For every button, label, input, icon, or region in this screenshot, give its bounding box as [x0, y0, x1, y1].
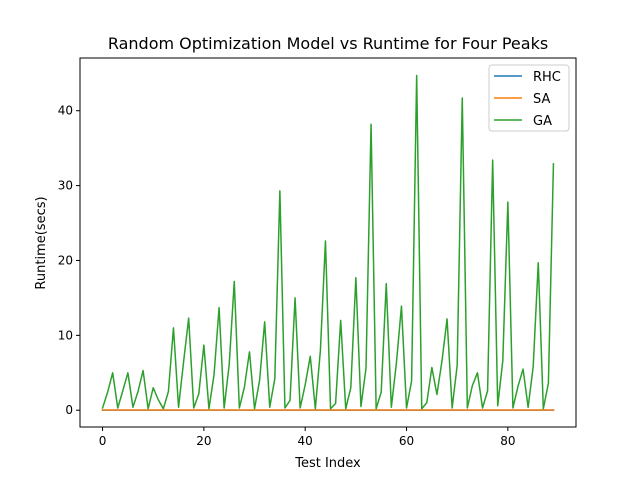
series-layer	[101, 74, 555, 411]
x-tick-label: 20	[196, 434, 211, 448]
x-tick-label: 80	[500, 434, 515, 448]
legend-box	[488, 64, 570, 132]
x-tick-label: 60	[399, 434, 414, 448]
y-axis-label: Runtime(secs)	[34, 196, 49, 289]
series-line-ga	[101, 74, 555, 410]
y-tick-label: 30	[58, 179, 73, 193]
y-tick-label: 40	[58, 104, 73, 118]
y-tick-label: 20	[58, 253, 73, 267]
legend: RHC SA GA	[488, 64, 570, 132]
y-tick-label: 10	[58, 328, 73, 342]
plot-frame	[79, 57, 577, 428]
x-axis-ticks: 0 20 40 60 80	[99, 427, 515, 448]
legend-label-sa: SA	[533, 92, 550, 107]
chart-title: Random Optimization Model vs Runtime for…	[108, 34, 548, 53]
x-tick-label: 0	[99, 434, 107, 448]
legend-label-ga: GA	[533, 114, 552, 129]
x-tick-label: 40	[298, 434, 313, 448]
y-axis-ticks: 0 10 20 30 40	[58, 104, 80, 417]
x-axis-label: Test Index	[294, 456, 361, 471]
legend-label-rhc: RHC	[533, 70, 561, 85]
y-tick-label: 0	[65, 403, 73, 417]
